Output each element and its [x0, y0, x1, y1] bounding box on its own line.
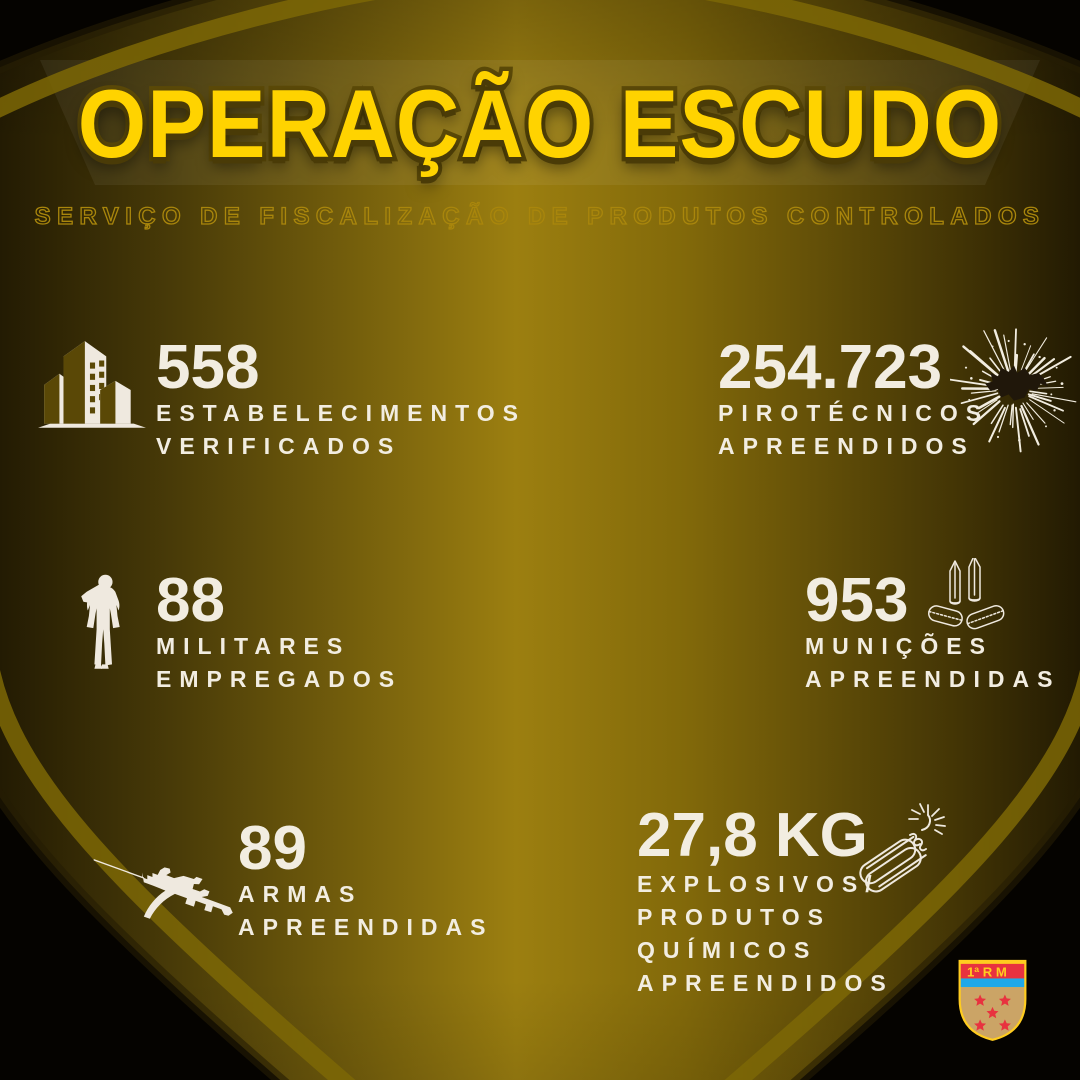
svg-text:1ª R M: 1ª R M [967, 964, 1007, 979]
